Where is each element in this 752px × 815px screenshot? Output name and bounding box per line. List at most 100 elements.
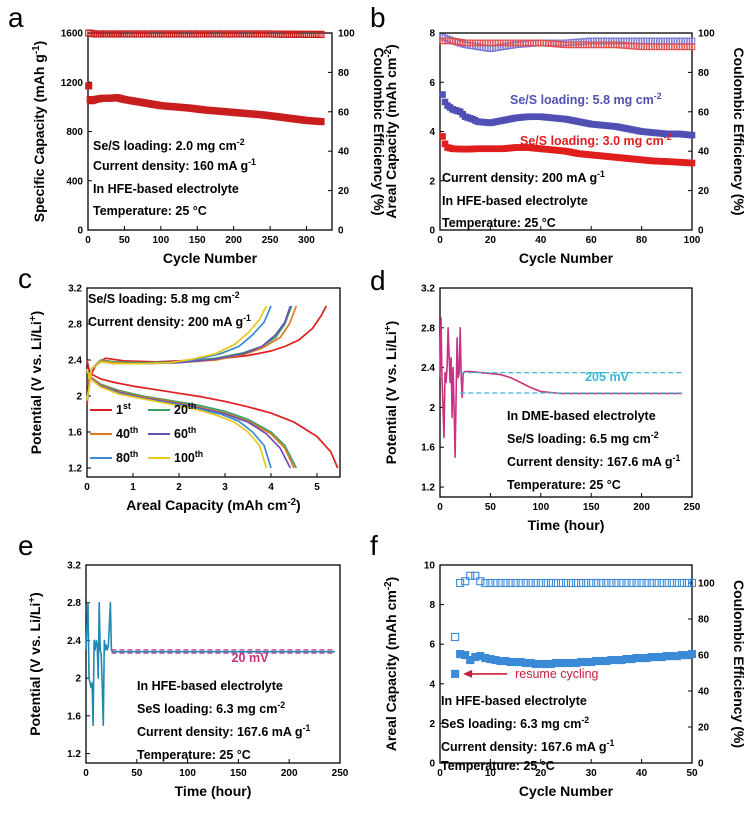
y2-tick-label: 100: [338, 29, 355, 40]
x-tick-label: 50: [131, 768, 143, 779]
data-point: [617, 578, 626, 588]
y2-tick-label: 80: [698, 68, 710, 79]
data-point: [672, 578, 681, 588]
annotation: In HFE-based electrolyte: [442, 194, 588, 208]
y-tick-label: 2.4: [67, 636, 81, 647]
y-tick-label: 800: [66, 127, 83, 138]
data-point: [176, 30, 184, 38]
y2-tick-label: 0: [338, 226, 344, 237]
data-point: [163, 30, 171, 38]
x-tick-label: 30: [586, 768, 598, 779]
data-point: [167, 30, 176, 38]
plot-frame: [439, 564, 693, 764]
data-point: [187, 30, 195, 38]
y2-tick-label: 20: [338, 186, 350, 197]
x-tick-label: 50: [686, 768, 698, 779]
plot-frame: [85, 564, 341, 764]
data-point: [566, 578, 576, 588]
data-point: [602, 578, 611, 588]
data-point: [238, 30, 246, 38]
x-tick-label: 20: [485, 235, 497, 246]
plot-frame: [86, 287, 341, 478]
legend-label: 100th: [174, 449, 203, 465]
panel-label: a: [8, 2, 24, 33]
data-point: [311, 30, 319, 38]
annotation: SeS loading: 6.3 mg cm-2: [137, 700, 285, 716]
data-point: [456, 578, 465, 588]
y-tick-label: 2: [75, 674, 81, 685]
y-tick-label: 8: [429, 600, 435, 611]
data-point: [481, 578, 490, 588]
x-tick-label: 150: [230, 768, 247, 779]
data-point: [561, 578, 571, 588]
x-tick-label: 50: [119, 235, 131, 246]
x-tick-label: 10: [485, 768, 497, 779]
x-axis-label: Cycle Number: [163, 250, 258, 266]
data-point: [257, 30, 266, 38]
y2-tick-label: 100: [698, 29, 715, 40]
y-tick-label: 3.2: [67, 561, 81, 572]
data-point: [116, 30, 124, 38]
data-point: [662, 578, 671, 588]
x-tick-label: 250: [262, 235, 279, 246]
panel-label: b: [370, 2, 386, 33]
data-point: [215, 30, 223, 38]
data-point: [191, 30, 199, 38]
data-point: [172, 30, 180, 38]
data-point: [298, 30, 306, 38]
y-tick-label: 6: [429, 78, 435, 89]
x-tick-label: 0: [83, 768, 89, 779]
data-point: [688, 43, 696, 51]
resume-arrow-head: [463, 669, 473, 678]
data-point: [556, 578, 566, 588]
data-point: [287, 30, 296, 38]
data-point: [317, 30, 325, 38]
annotation: Current density: 160 mA g-1: [93, 157, 256, 173]
y-tick-label: 1.6: [421, 443, 435, 454]
series-label-5-8: Se/S loading: 5.8 mg cm-2: [510, 91, 662, 107]
y2-axis-label: Coulombic Efficiency (%): [731, 580, 747, 748]
data-point: [96, 30, 104, 38]
data-point: [577, 578, 586, 588]
data-point: [221, 30, 229, 38]
data-point: [118, 30, 126, 38]
data-point: [272, 30, 281, 38]
panel-label: f: [370, 530, 378, 561]
data-point: [642, 578, 651, 588]
data-point: [131, 30, 139, 38]
x-tick-label: 250: [684, 502, 701, 513]
data-point: [637, 578, 646, 588]
data-point: [281, 30, 289, 38]
data-point: [307, 30, 315, 38]
panel-c: 0 1 2 3 4 5 1.2 1.6 2 2.4 2.8 3.2 Areal Capacity (mA…: [18, 263, 341, 513]
data-point: [270, 30, 278, 38]
data-point: [531, 578, 540, 588]
x-tick-label: 50: [485, 502, 497, 513]
data-point: [688, 131, 696, 139]
data-point: [232, 30, 240, 38]
annotation: Current density: 200 mA g-1: [88, 313, 251, 329]
data-point: [197, 30, 206, 38]
data-point: [157, 30, 165, 38]
data-point: [204, 30, 212, 38]
data-point: [302, 30, 311, 38]
y-tick-label: 2: [429, 403, 435, 414]
data-point: [182, 30, 191, 38]
y-tick-label: 2.8: [68, 320, 82, 331]
data-point: [225, 30, 233, 38]
data-point: [294, 30, 302, 38]
data-point: [682, 578, 692, 588]
y2-tick-label: 60: [698, 651, 710, 662]
data-point: [144, 30, 152, 38]
x-tick-label: 250: [332, 768, 349, 779]
legend-label: 60th: [174, 425, 196, 441]
y-tick-label: 2.8: [67, 598, 81, 609]
panel-a: 0 50 100 150 200 250 300 0 400 800 1200 1600 0 20 40 60…: [8, 2, 387, 266]
y-axis-label: Potential (V vs. Li/Li+): [383, 321, 400, 464]
data-point: [98, 30, 106, 38]
annotation: Temperature: 25 °C: [93, 204, 207, 218]
data-point: [506, 578, 515, 588]
annotation: Se/S loading: 6.5 mg cm-2: [507, 430, 659, 446]
data-point: [305, 30, 313, 38]
